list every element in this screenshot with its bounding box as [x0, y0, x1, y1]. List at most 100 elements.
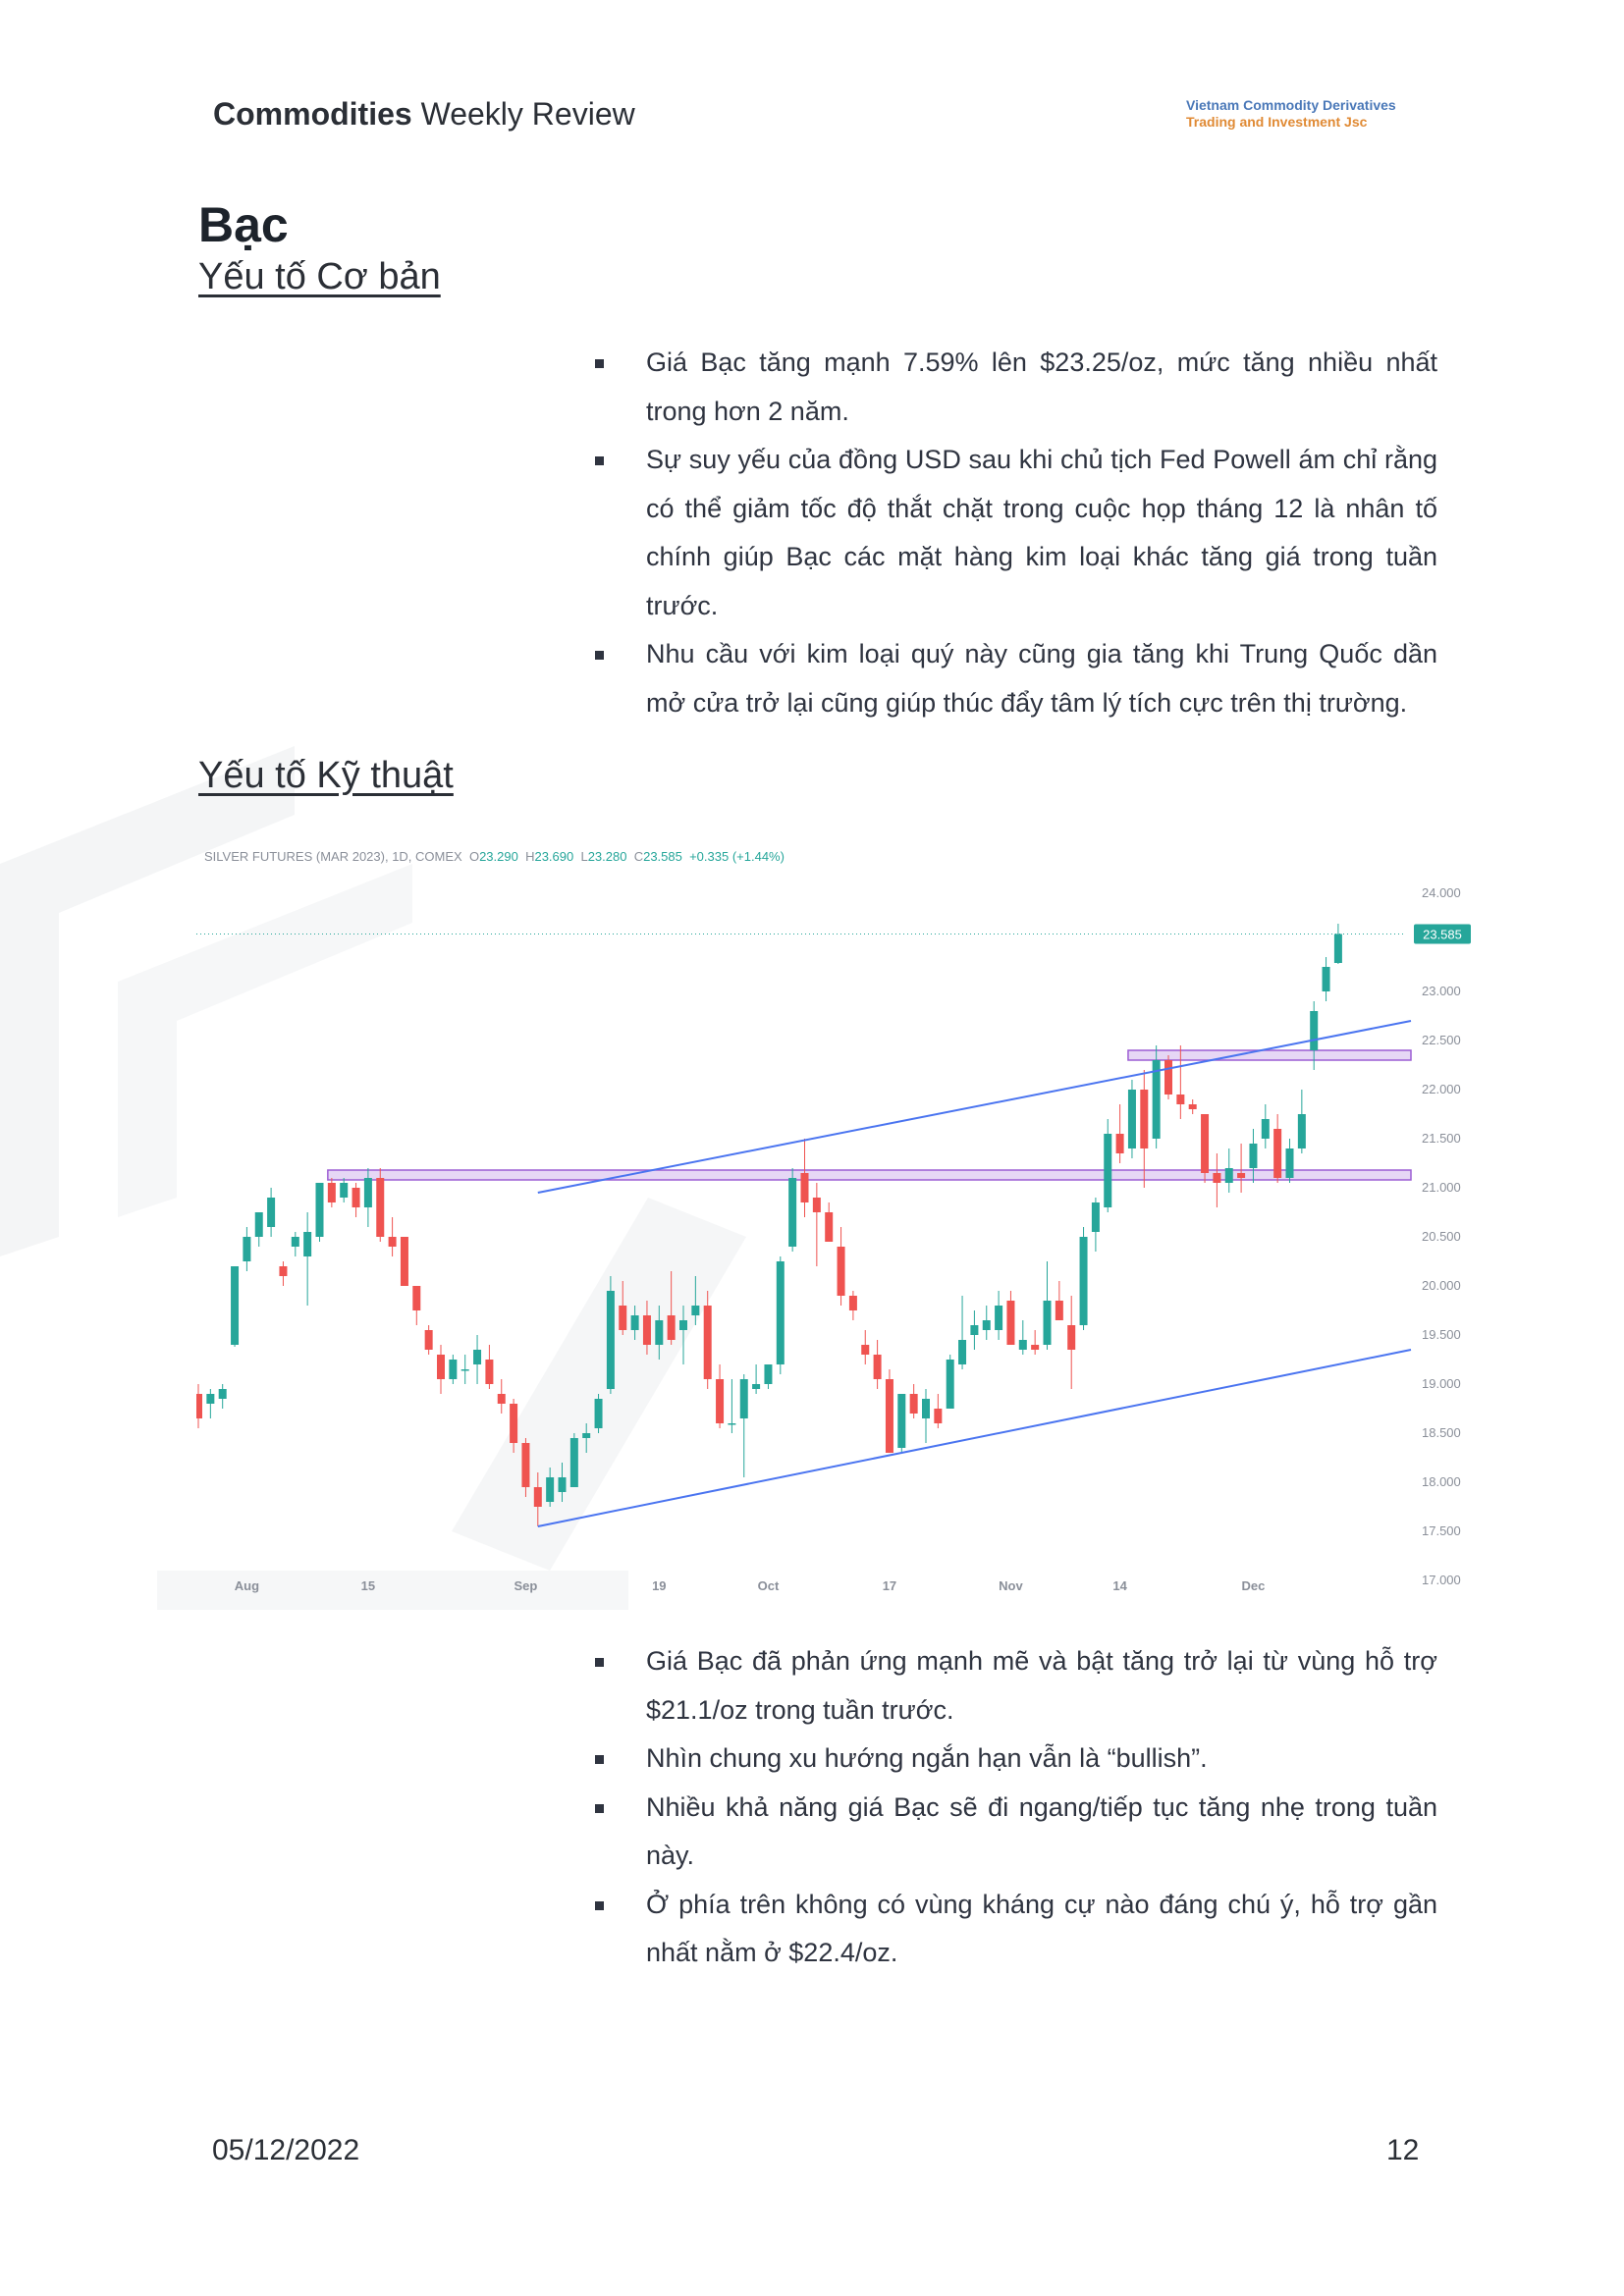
ohlc-high: 23.690	[534, 849, 574, 864]
footer-date: 05/12/2022	[212, 2134, 360, 2166]
candle-body	[1164, 1060, 1172, 1095]
bullet-text: Nhìn chung xu hướng ngắn hạn vẫn là “bul…	[646, 1743, 1208, 1773]
bullet-square-icon	[595, 1755, 604, 1764]
candle-body	[788, 1178, 797, 1247]
candle-body	[1018, 1340, 1027, 1350]
candle-body	[1188, 1104, 1197, 1109]
candle-body	[231, 1266, 240, 1345]
candle-body	[1224, 1168, 1233, 1183]
bullet-square-icon	[595, 359, 604, 368]
candle-body	[1237, 1173, 1246, 1178]
x-tick-label: Oct	[758, 1578, 780, 1593]
candle-body	[1333, 934, 1342, 963]
candle-body	[812, 1198, 821, 1212]
candle-body	[655, 1320, 664, 1345]
report-title-rest: Weekly Review	[420, 96, 635, 132]
candle-body	[1067, 1325, 1076, 1350]
candle-body	[521, 1443, 530, 1487]
company-name-line1: Vietnam Commodity Derivatives	[1186, 97, 1396, 113]
candle-body	[922, 1399, 930, 1418]
candle-body	[848, 1296, 857, 1310]
candle-body	[510, 1404, 518, 1443]
candle-body	[873, 1355, 882, 1379]
x-tick-label: 15	[361, 1578, 375, 1593]
candle-body	[825, 1212, 834, 1242]
y-tick-label: 18.000	[1422, 1474, 1461, 1489]
bullet-text: Sự suy yếu của đồng USD sau khi chủ tịch…	[646, 445, 1437, 620]
bullet-square-icon	[595, 1900, 604, 1910]
x-tick-label: 19	[652, 1578, 666, 1593]
candle-body	[303, 1232, 312, 1256]
ohlc-open-label: O	[468, 849, 480, 864]
bullet-item: Nhiều khả năng giá Bạc sẽ đi ngang/tiếp …	[595, 1784, 1437, 1881]
trendline	[537, 1020, 1412, 1194]
company-logo-text: Vietnam Commodity Derivatives Trading an…	[1186, 97, 1396, 131]
ohlc-high-label: H	[525, 849, 535, 864]
report-title: Commodities Weekly Review	[213, 96, 635, 133]
candle-body	[1104, 1134, 1112, 1207]
y-tick-label: 19.500	[1422, 1327, 1461, 1342]
candle-body	[1127, 1090, 1136, 1148]
fundamentals-heading: Yếu tố Cơ bản	[198, 256, 441, 297]
ohlc-close-label: C	[633, 849, 644, 864]
candle-body	[1043, 1301, 1052, 1345]
candle-body	[897, 1394, 906, 1448]
candle-body	[1006, 1301, 1015, 1345]
candle-body	[861, 1345, 870, 1355]
candle-body	[363, 1178, 372, 1207]
candle-body	[460, 1369, 469, 1371]
bullet-text: Ở phía trên không có vùng kháng cự nào đ…	[646, 1889, 1437, 1968]
candle-body	[376, 1178, 385, 1237]
bullet-item: Giá Bạc đã phản ứng mạnh mẽ và bật tăng …	[595, 1637, 1437, 1735]
chart-symbol: SILVER FUTURES (MAR 2023), 1D, COMEX	[204, 849, 462, 864]
candle-body	[497, 1394, 506, 1404]
candle-body	[958, 1340, 967, 1364]
bullet-item: Sự suy yếu của đồng USD sau khi chủ tịch…	[595, 436, 1437, 630]
y-tick-label: 19.000	[1422, 1376, 1461, 1391]
candle-body	[340, 1183, 349, 1198]
candle-body	[764, 1364, 773, 1384]
candle-body	[1140, 1090, 1149, 1148]
candle-body	[703, 1306, 712, 1379]
candle-body	[558, 1477, 567, 1492]
ohlc-low: 23.280	[587, 849, 627, 864]
candle-body	[400, 1237, 408, 1286]
ohlc-low-label: L	[580, 849, 588, 864]
candle-body	[1310, 1011, 1319, 1050]
page-title: Bạc	[198, 197, 289, 252]
candle-body	[582, 1433, 591, 1438]
candle-body	[243, 1237, 251, 1261]
ohlc-open: 23.290	[479, 849, 518, 864]
candle-body	[716, 1379, 725, 1423]
silver-candlestick-chart: 24.000 23.000 22.500 22.000 21.500 21.000 20.5…	[196, 885, 1471, 1593]
candle-body	[449, 1360, 458, 1379]
candle-body	[970, 1325, 979, 1335]
candle-body	[352, 1188, 360, 1207]
y-tick-label: 17.500	[1422, 1523, 1461, 1538]
price-change: +0.335 (+1.44%)	[689, 849, 785, 864]
candle-body	[885, 1379, 893, 1453]
candle-body	[606, 1291, 615, 1389]
candle-body	[196, 1394, 202, 1418]
x-tick-label: Dec	[1242, 1578, 1266, 1593]
y-tick-label: 22.500	[1422, 1033, 1461, 1047]
bullet-square-icon	[595, 1803, 604, 1813]
company-name-line2: Trading and Investment Jsc	[1186, 114, 1368, 130]
bullet-text: Nhu cầu với kim loại quý này cũng gia tă…	[646, 639, 1437, 718]
bullet-item: Ở phía trên không có vùng kháng cự nào đ…	[595, 1881, 1437, 1978]
technicals-heading: Yếu tố Kỹ thuật	[198, 755, 454, 796]
candle-body	[667, 1315, 676, 1340]
y-tick-label: 18.500	[1422, 1425, 1461, 1440]
bullet-square-icon	[595, 651, 604, 660]
y-tick-label: 22.000	[1422, 1082, 1461, 1096]
candle-body	[1322, 967, 1330, 991]
bullet-item: Giá Bạc tăng mạnh 7.59% lên $23.25/oz, m…	[595, 339, 1437, 436]
chart-legend-header: SILVER FUTURES (MAR 2023), 1D, COMEX O23…	[204, 849, 785, 864]
candle-body	[1201, 1114, 1210, 1173]
candle-body	[739, 1379, 748, 1418]
bullet-item: Nhìn chung xu hướng ngắn hạn vẫn là “bul…	[595, 1735, 1437, 1784]
candle-body	[619, 1306, 627, 1330]
report-title-bold: Commodities	[213, 96, 412, 132]
page-number: 12	[1386, 2134, 1420, 2166]
bullet-text: Nhiều khả năng giá Bạc sẽ đi ngang/tiếp …	[646, 1791, 1437, 1871]
